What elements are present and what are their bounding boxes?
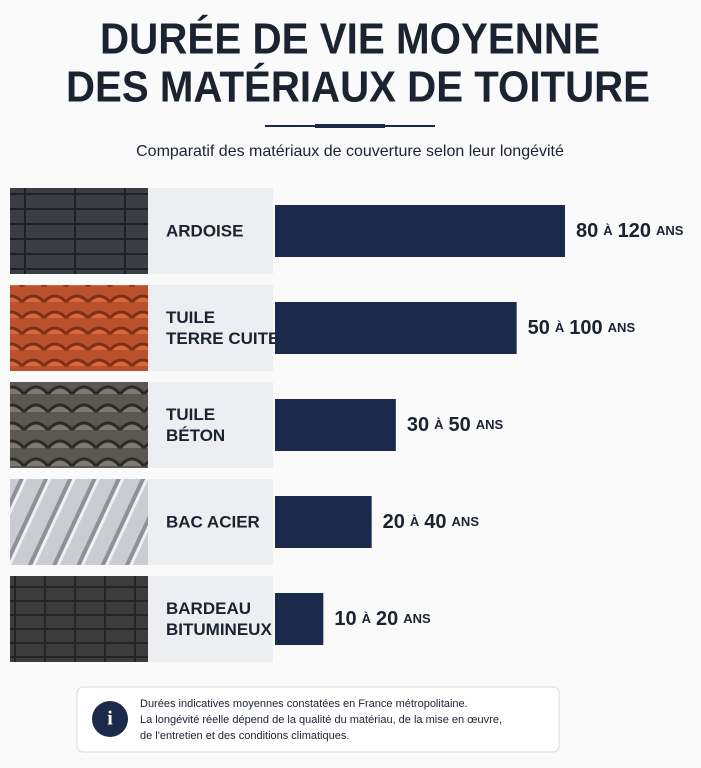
label-panel <box>148 188 273 274</box>
value-label-part: À <box>603 223 613 238</box>
value-label-part: 50 <box>448 414 470 436</box>
value-label-part: À <box>434 417 444 432</box>
value-label-part: 20 <box>376 608 398 630</box>
category-label: TUILE <box>166 405 215 424</box>
rows: ARDOISE 80 À 120 ANS TUILE TERRE CUITE 50 À 100 AN… <box>10 188 684 662</box>
value-label: 20 À 40 ANS <box>383 511 480 533</box>
material-image <box>10 188 148 274</box>
chart-title: DES MATÉRIAUX DE TOITURE <box>66 62 650 112</box>
bar <box>275 205 565 257</box>
label-panel <box>148 285 273 371</box>
label-panel <box>148 382 273 468</box>
divider-accent <box>315 124 385 128</box>
value-label-part: ANS <box>608 320 636 335</box>
label-panel <box>148 576 273 662</box>
value-label-part: ANS <box>476 417 504 432</box>
material-image <box>10 382 148 468</box>
note-box <box>76 686 560 753</box>
info-icon-glyph: i <box>107 708 113 730</box>
bar <box>275 593 324 645</box>
bar <box>275 399 396 451</box>
category-label: ARDOISE <box>166 221 243 240</box>
value-label: 80 À 120 ANS <box>576 220 684 242</box>
value-label-part: 20 <box>383 511 405 533</box>
note-line: de l'entretien et des conditions climati… <box>140 730 349 742</box>
category-label: TUILE <box>166 308 215 327</box>
value-label: 50 À 100 ANS <box>528 317 636 339</box>
category-label: BARDEAU <box>166 599 251 618</box>
value-label-part: À <box>410 514 420 529</box>
category-label: BITUMINEUX <box>166 620 272 639</box>
bar <box>275 496 372 548</box>
value-label-part: ANS <box>452 514 480 529</box>
category-label: TERRE CUITE <box>166 329 279 348</box>
note-line: La longévité réelle dépend de la qualité… <box>140 714 502 726</box>
value-label: 10 À 20 ANS <box>334 608 431 630</box>
value-label: 30 À 50 ANS <box>407 414 504 436</box>
material-image <box>10 285 148 371</box>
material-image <box>10 576 148 662</box>
value-label-part: ANS <box>403 611 431 626</box>
value-label-part: 30 <box>407 414 429 436</box>
category-label: BAC ACIER <box>166 512 260 531</box>
bar <box>275 302 517 354</box>
value-label-part: 100 <box>569 317 602 339</box>
info-icon <box>92 701 128 737</box>
material-image <box>10 479 148 565</box>
value-label-part: ANS <box>656 223 684 238</box>
value-label-part: 50 <box>528 317 550 339</box>
subtitle: Comparatif des matériaux de couverture s… <box>136 143 564 160</box>
value-label-part: À <box>555 320 565 335</box>
category-label: BÉTON <box>166 426 225 445</box>
value-label-part: 10 <box>334 608 356 630</box>
note-line: Durées indicatives moyennes constatées e… <box>140 698 468 710</box>
chart-title: DURÉE DE VIE MOYENNE <box>100 14 600 64</box>
value-label-part: À <box>362 611 372 626</box>
label-panel <box>148 479 273 565</box>
value-label-part: 120 <box>618 220 651 242</box>
value-label-part: 40 <box>424 511 446 533</box>
value-label-part: 80 <box>576 220 598 242</box>
